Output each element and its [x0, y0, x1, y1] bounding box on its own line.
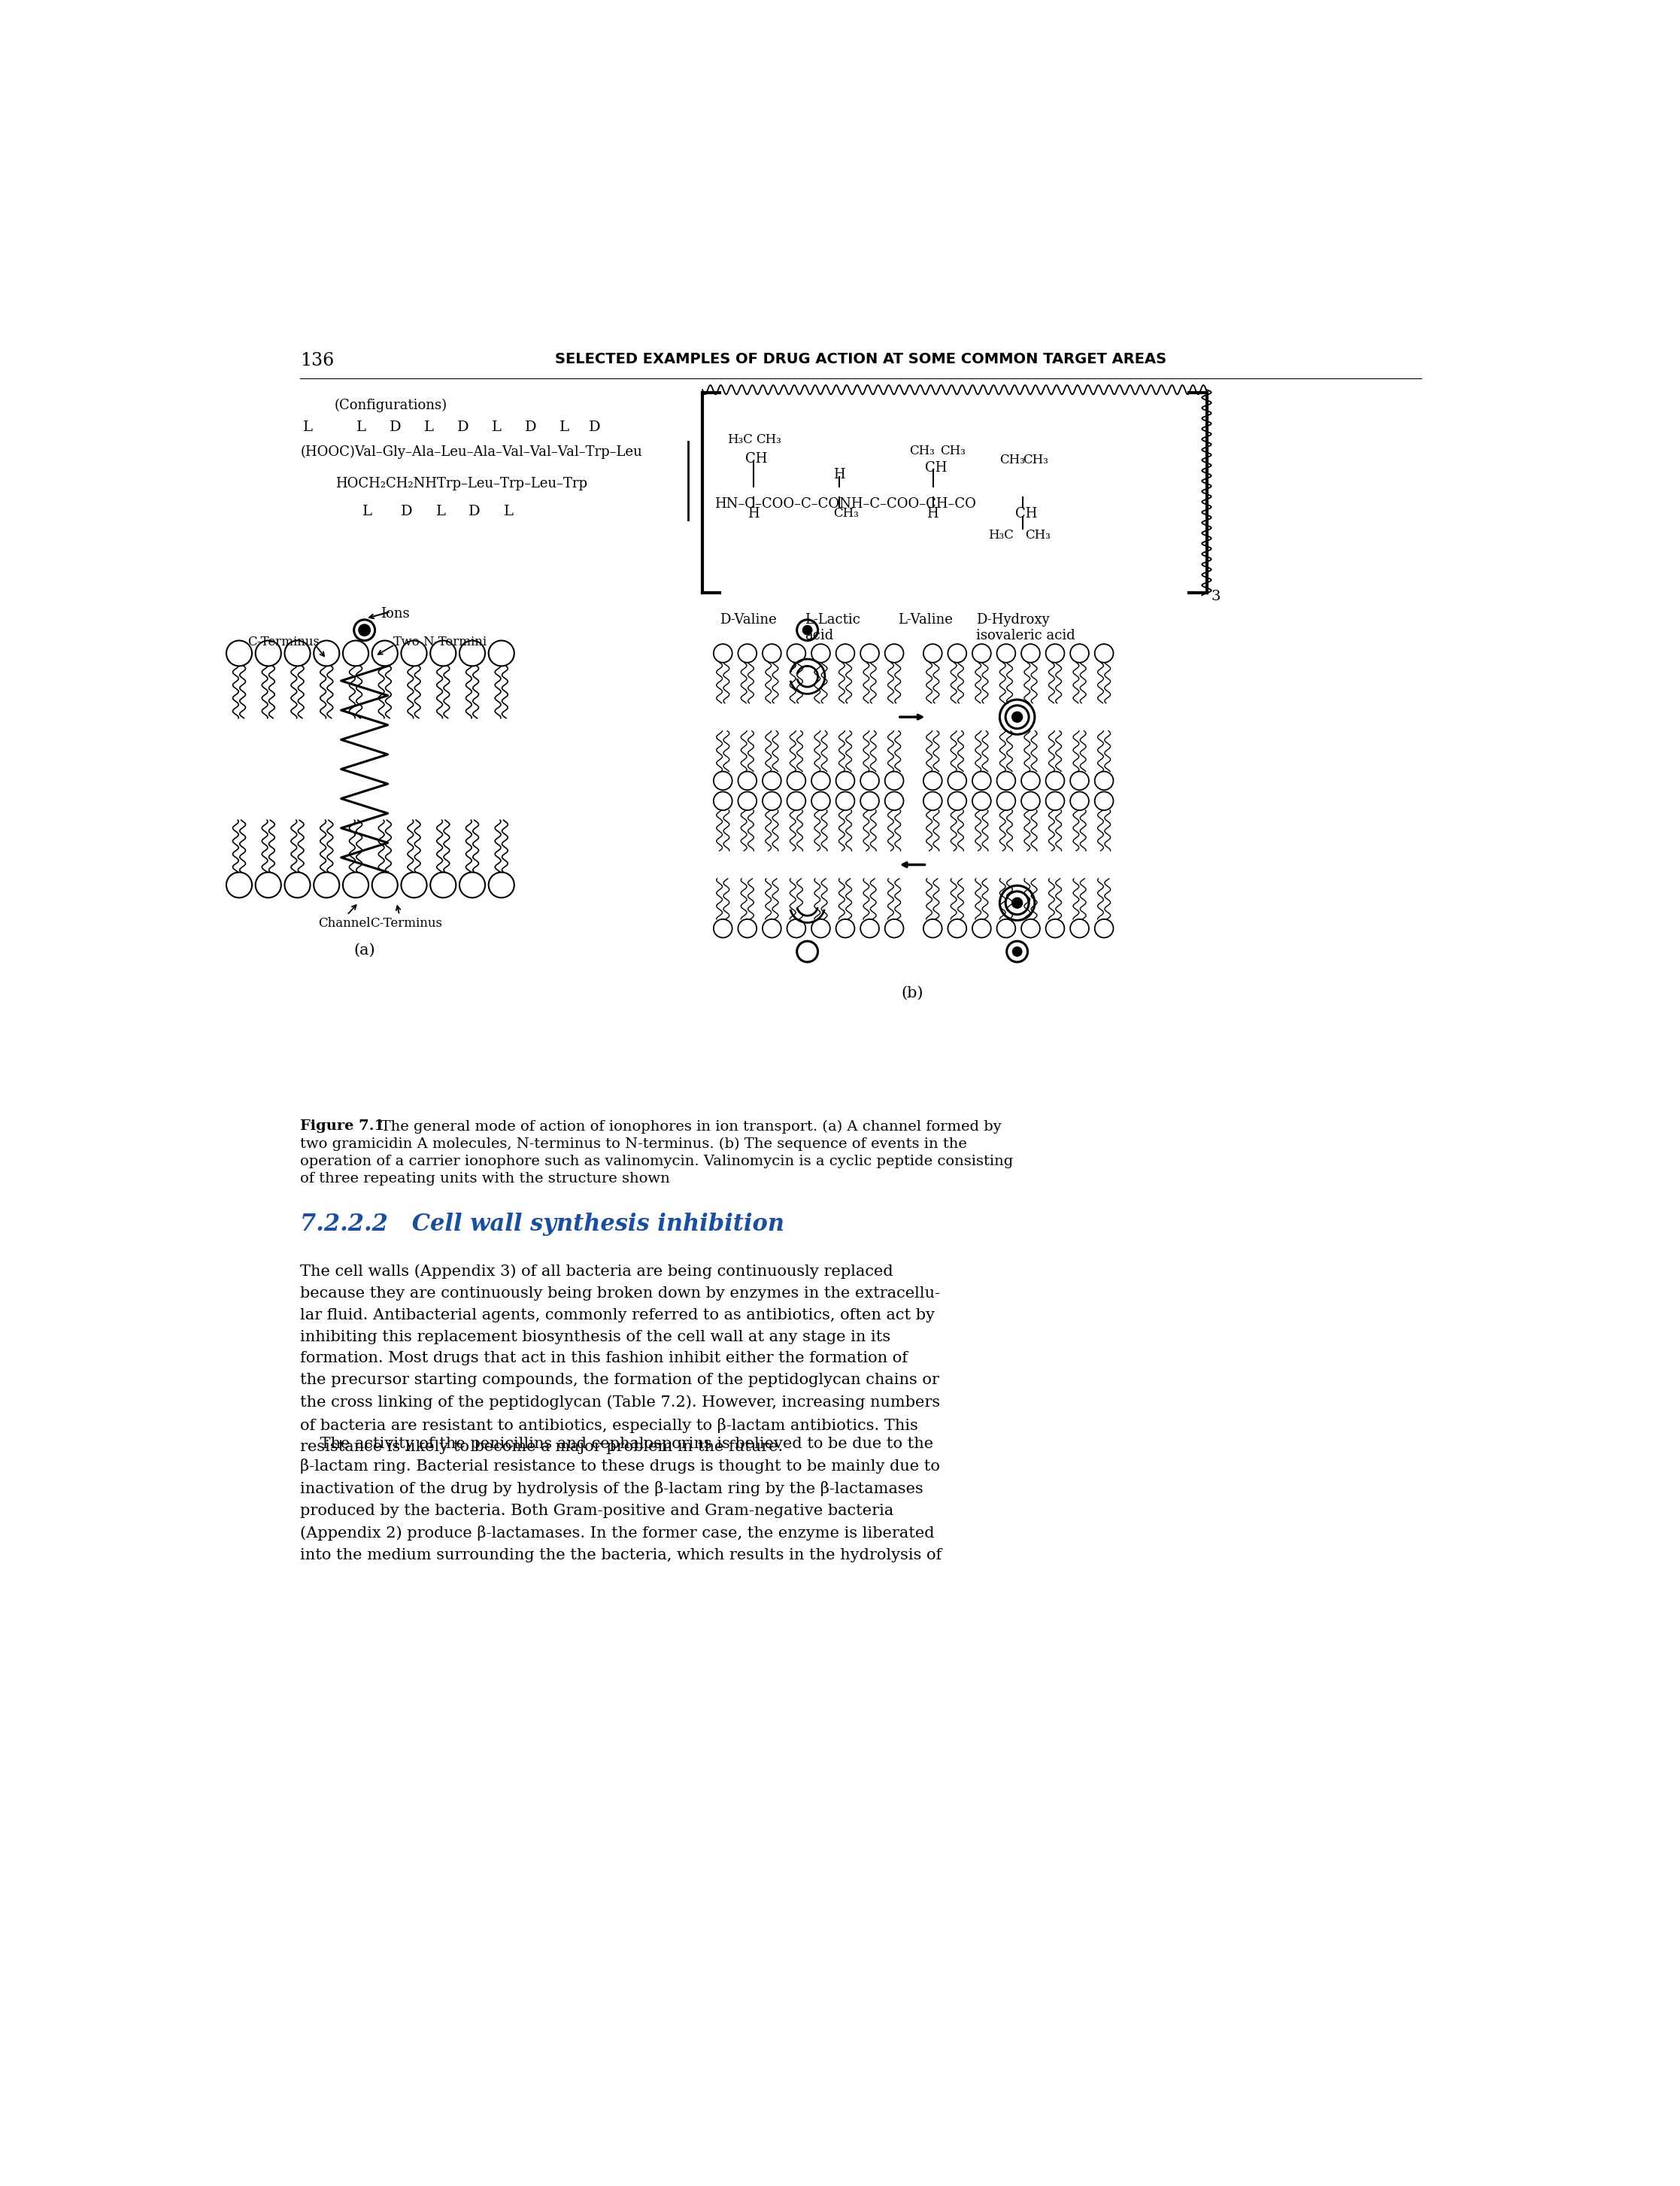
- Text: CH: CH: [1015, 507, 1038, 520]
- Text: D: D: [469, 505, 480, 518]
- Text: CH: CH: [926, 461, 948, 474]
- Text: operation of a carrier ionophore such as valinomycin. Valinomycin is a cyclic pe: operation of a carrier ionophore such as…: [301, 1154, 1013, 1167]
- Text: 7.2.2.2   Cell wall synthesis inhibition: 7.2.2.2 Cell wall synthesis inhibition: [301, 1213, 785, 1235]
- Text: The activity of the penicillins and cephalosporins is believed to be due to the
: The activity of the penicillins and ceph…: [301, 1436, 942, 1563]
- Text: C-Terminus: C-Terminus: [249, 636, 321, 649]
- Text: D: D: [524, 420, 536, 435]
- Text: L: L: [356, 420, 366, 435]
- Text: CH₃: CH₃: [1000, 453, 1025, 466]
- Text: H: H: [833, 468, 845, 481]
- Text: H₃C: H₃C: [727, 433, 753, 446]
- Text: The cell walls (Appendix 3) of all bacteria are being continuously replaced
beca: The cell walls (Appendix 3) of all bacte…: [301, 1264, 941, 1454]
- Text: (Configurations): (Configurations): [334, 398, 447, 413]
- Text: D: D: [402, 505, 413, 518]
- Text: D: D: [588, 420, 600, 435]
- Text: D: D: [457, 420, 469, 435]
- Text: CH₃: CH₃: [833, 507, 858, 520]
- Text: CH₃: CH₃: [941, 444, 966, 457]
- Text: CH: CH: [746, 453, 768, 466]
- Text: L: L: [559, 420, 570, 435]
- Text: L: L: [492, 420, 502, 435]
- Text: D-Hydroxy: D-Hydroxy: [976, 612, 1050, 627]
- Text: (b): (b): [900, 986, 924, 1001]
- Text: L-Lactic: L-Lactic: [805, 612, 860, 627]
- Text: of three repeating units with the structure shown: of three repeating units with the struct…: [301, 1172, 670, 1185]
- Text: H: H: [748, 507, 759, 520]
- Circle shape: [1011, 713, 1023, 721]
- Circle shape: [358, 625, 370, 636]
- Circle shape: [803, 625, 811, 634]
- Text: CH₃: CH₃: [1025, 529, 1050, 542]
- Text: (a): (a): [354, 942, 375, 957]
- Text: The general mode of action of ionophores in ion transport. (a) A channel formed : The general mode of action of ionophores…: [371, 1119, 1001, 1132]
- Text: L: L: [425, 420, 433, 435]
- Text: L-Valine: L-Valine: [897, 612, 953, 627]
- Text: L: L: [435, 505, 445, 518]
- Text: HN–C–COO–C–CONH–C–COO–CH–CO: HN–C–COO–C–CONH–C–COO–CH–CO: [714, 496, 976, 512]
- Text: two gramicidin A molecules, N-terminus to N-terminus. (b) The sequence of events: two gramicidin A molecules, N-terminus t…: [301, 1137, 968, 1150]
- Text: Two N-Termini: Two N-Termini: [393, 636, 487, 649]
- Text: acid: acid: [805, 630, 833, 643]
- Circle shape: [1011, 898, 1023, 907]
- Text: Figure 7.1: Figure 7.1: [301, 1119, 385, 1132]
- Text: CH₃: CH₃: [1023, 453, 1048, 466]
- Text: isovaleric acid: isovaleric acid: [976, 630, 1075, 643]
- Text: H₃C: H₃C: [988, 529, 1013, 542]
- Text: SELECTED EXAMPLES OF DRUG ACTION AT SOME COMMON TARGET AREAS: SELECTED EXAMPLES OF DRUG ACTION AT SOME…: [556, 352, 1166, 367]
- Text: (HOOC)Val–Gly–Ala–Leu–Ala–Val–Val–Val–Trp–Leu: (HOOC)Val–Gly–Ala–Leu–Ala–Val–Val–Val–Tr…: [301, 444, 642, 459]
- Text: C-Terminus: C-Terminus: [370, 916, 442, 929]
- Text: L: L: [504, 505, 514, 518]
- Text: D: D: [390, 420, 402, 435]
- Text: L: L: [363, 505, 373, 518]
- Text: H: H: [927, 507, 939, 520]
- Text: D-Valine: D-Valine: [721, 612, 776, 627]
- Text: Ions: Ions: [381, 608, 410, 621]
- Text: HOCH₂CH₂NHTrp–Leu–Trp–Leu–Trp: HOCH₂CH₂NHTrp–Leu–Trp–Leu–Trp: [336, 477, 588, 490]
- Text: CH₃: CH₃: [756, 433, 781, 446]
- Text: L: L: [302, 420, 312, 435]
- Text: Channel: Channel: [318, 916, 370, 929]
- Text: 136: 136: [301, 352, 334, 369]
- Text: 3: 3: [1211, 590, 1221, 603]
- Circle shape: [1013, 947, 1021, 955]
- Text: CH₃: CH₃: [909, 444, 934, 457]
